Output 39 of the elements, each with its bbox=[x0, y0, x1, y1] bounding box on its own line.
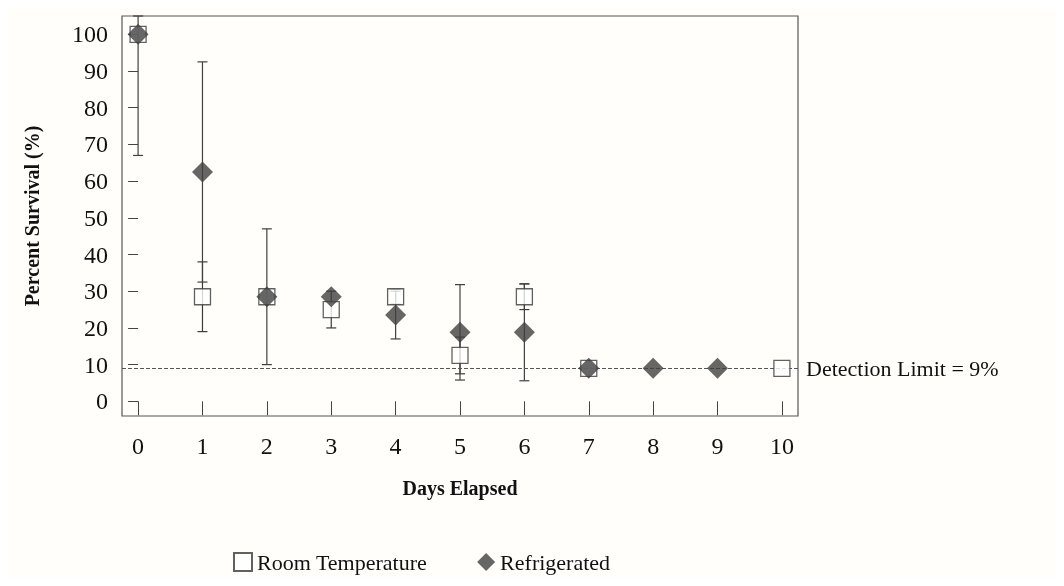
y-tick-label: 60 bbox=[84, 168, 108, 195]
y-tick-label: 90 bbox=[84, 58, 108, 85]
y-tick-label: 50 bbox=[84, 204, 108, 231]
point bbox=[320, 286, 342, 308]
point bbox=[515, 288, 534, 306]
x-tick-label: 5 bbox=[454, 433, 466, 459]
point bbox=[386, 288, 405, 306]
x-tick-label: 6 bbox=[518, 433, 531, 459]
ref-line-label: Detection Limit = 9% bbox=[806, 355, 999, 381]
x-tick-label: 8 bbox=[647, 433, 660, 459]
point bbox=[773, 359, 791, 377]
x-tick-label: 9 bbox=[711, 433, 724, 459]
y-tick-label: 10 bbox=[84, 351, 108, 378]
x-tick-label: 7 bbox=[582, 433, 595, 459]
point bbox=[707, 357, 729, 379]
y-tick-label: 30 bbox=[84, 278, 108, 305]
y-tick-label: 20 bbox=[84, 314, 108, 341]
x-axis-title: Days Elapsed bbox=[402, 477, 518, 500]
x-tick-label: 4 bbox=[389, 433, 402, 459]
point bbox=[451, 346, 469, 365]
point bbox=[191, 161, 213, 183]
y-tick-label: 70 bbox=[84, 131, 108, 158]
x-tick-label: 2 bbox=[260, 433, 273, 459]
y-tick-label: 40 bbox=[84, 241, 108, 268]
y-tick-label: 80 bbox=[84, 94, 108, 121]
x-tick-label: 10 bbox=[769, 433, 794, 459]
point bbox=[449, 321, 471, 343]
point bbox=[513, 321, 535, 343]
y-axis-title: Percent Survival (%) bbox=[21, 125, 44, 307]
point bbox=[193, 288, 212, 306]
legend-label: Room Temperature bbox=[257, 549, 427, 575]
point bbox=[385, 304, 407, 326]
y-tick-label: 100 bbox=[72, 21, 108, 48]
x-tick-label: 3 bbox=[325, 433, 338, 459]
x-tick-label: 1 bbox=[196, 433, 209, 459]
y-tick-label: 0 bbox=[96, 388, 108, 415]
x-tick-label: 0 bbox=[132, 433, 145, 459]
point bbox=[642, 357, 664, 379]
legend-label: Refrigerated bbox=[500, 549, 611, 575]
